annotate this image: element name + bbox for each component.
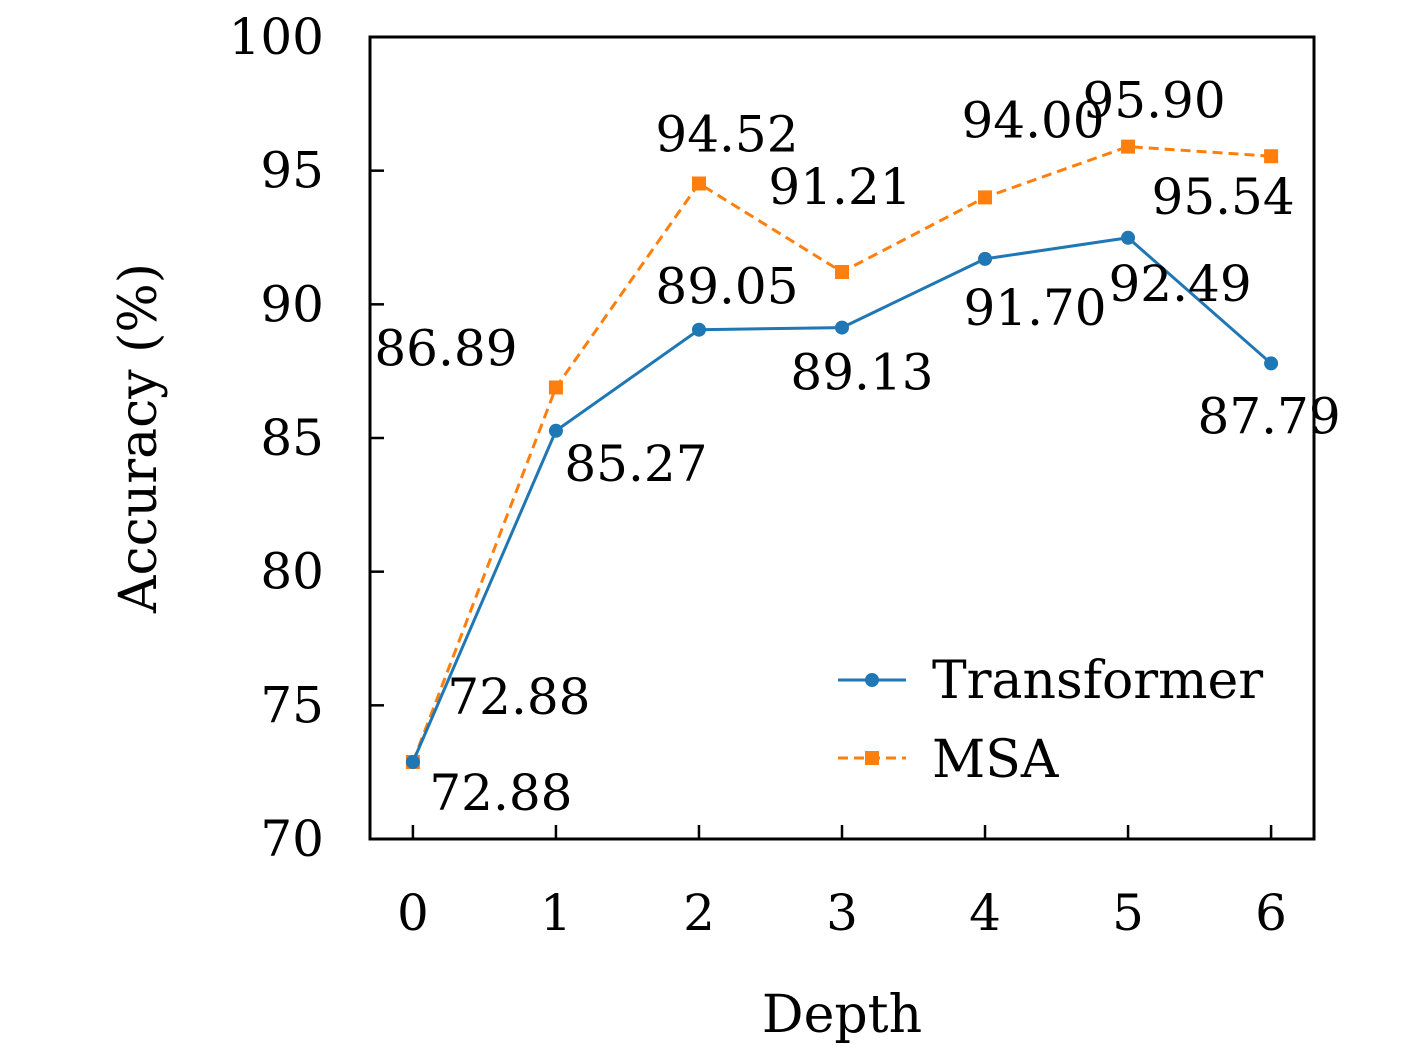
x-tick-label: 5 [1112, 884, 1144, 942]
data-label-msa: 95.90 [1082, 72, 1225, 130]
data-label-transformer: 85.27 [564, 435, 707, 493]
x-tick-label: 1 [540, 884, 572, 942]
data-point-msa [1264, 149, 1279, 164]
data-label-msa: 72.88 [447, 668, 590, 726]
data-label-transformer: 87.79 [1198, 387, 1341, 445]
data-label-transformer: 92.49 [1108, 255, 1251, 313]
y-tick-label: 75 [260, 676, 324, 734]
legend-marker-transformer [865, 673, 879, 687]
data-point-msa [691, 176, 706, 191]
data-point-transformer [691, 322, 706, 337]
data-label-msa: 94.00 [961, 91, 1104, 149]
data-label-msa: 91.21 [768, 158, 911, 216]
data-point-transformer [548, 423, 563, 438]
legend-label-transformer: Transformer [932, 651, 1263, 711]
data-point-msa [1121, 139, 1136, 154]
data-label-msa: 95.54 [1152, 168, 1295, 226]
y-tick-label: 85 [260, 409, 324, 467]
y-tick-label: 95 [260, 142, 324, 200]
y-axis-label: Accuracy (%) [109, 263, 169, 614]
data-point-msa [978, 190, 993, 205]
x-tick-label: 2 [683, 884, 715, 942]
plot-content [405, 139, 1279, 770]
y-tick-label: 70 [260, 810, 324, 868]
y-axis: 70 75 80 85 90 95 100 [229, 8, 384, 868]
data-label-transformer: 91.70 [963, 279, 1106, 337]
data-label-msa: 86.89 [374, 319, 517, 377]
data-point-msa [548, 380, 563, 395]
x-tick-label: 4 [969, 884, 1001, 942]
data-point-transformer [835, 320, 849, 335]
data-label-msa: 94.52 [655, 105, 798, 163]
y-tick-label: 90 [260, 275, 324, 333]
x-axis-label: Depth [762, 985, 922, 1045]
y-tick-label: 80 [260, 543, 324, 601]
data-labels: 72.88 85.27 89.05 89.13 91.70 92.49 87.79 72.88… [374, 72, 1340, 822]
legend-marker-msa [865, 751, 879, 765]
x-tick-label: 3 [826, 884, 858, 942]
data-point-transformer [1264, 356, 1279, 371]
data-label-transformer: 89.05 [655, 258, 798, 316]
x-tick-label: 6 [1255, 884, 1287, 942]
y-tick-label: 100 [229, 8, 324, 66]
data-point-transformer [1121, 230, 1136, 245]
legend-label-msa: MSA [932, 730, 1060, 790]
data-point-transformer [978, 251, 993, 266]
x-axis: 0 1 2 3 4 5 6 [397, 825, 1287, 942]
data-point-msa [835, 264, 849, 279]
x-tick-label: 0 [397, 884, 429, 942]
data-label-transformer: 72.88 [429, 764, 572, 822]
legend: Transformer MSA [838, 651, 1263, 790]
data-label-transformer: 89.13 [790, 344, 933, 402]
data-point-transformer [405, 755, 420, 770]
